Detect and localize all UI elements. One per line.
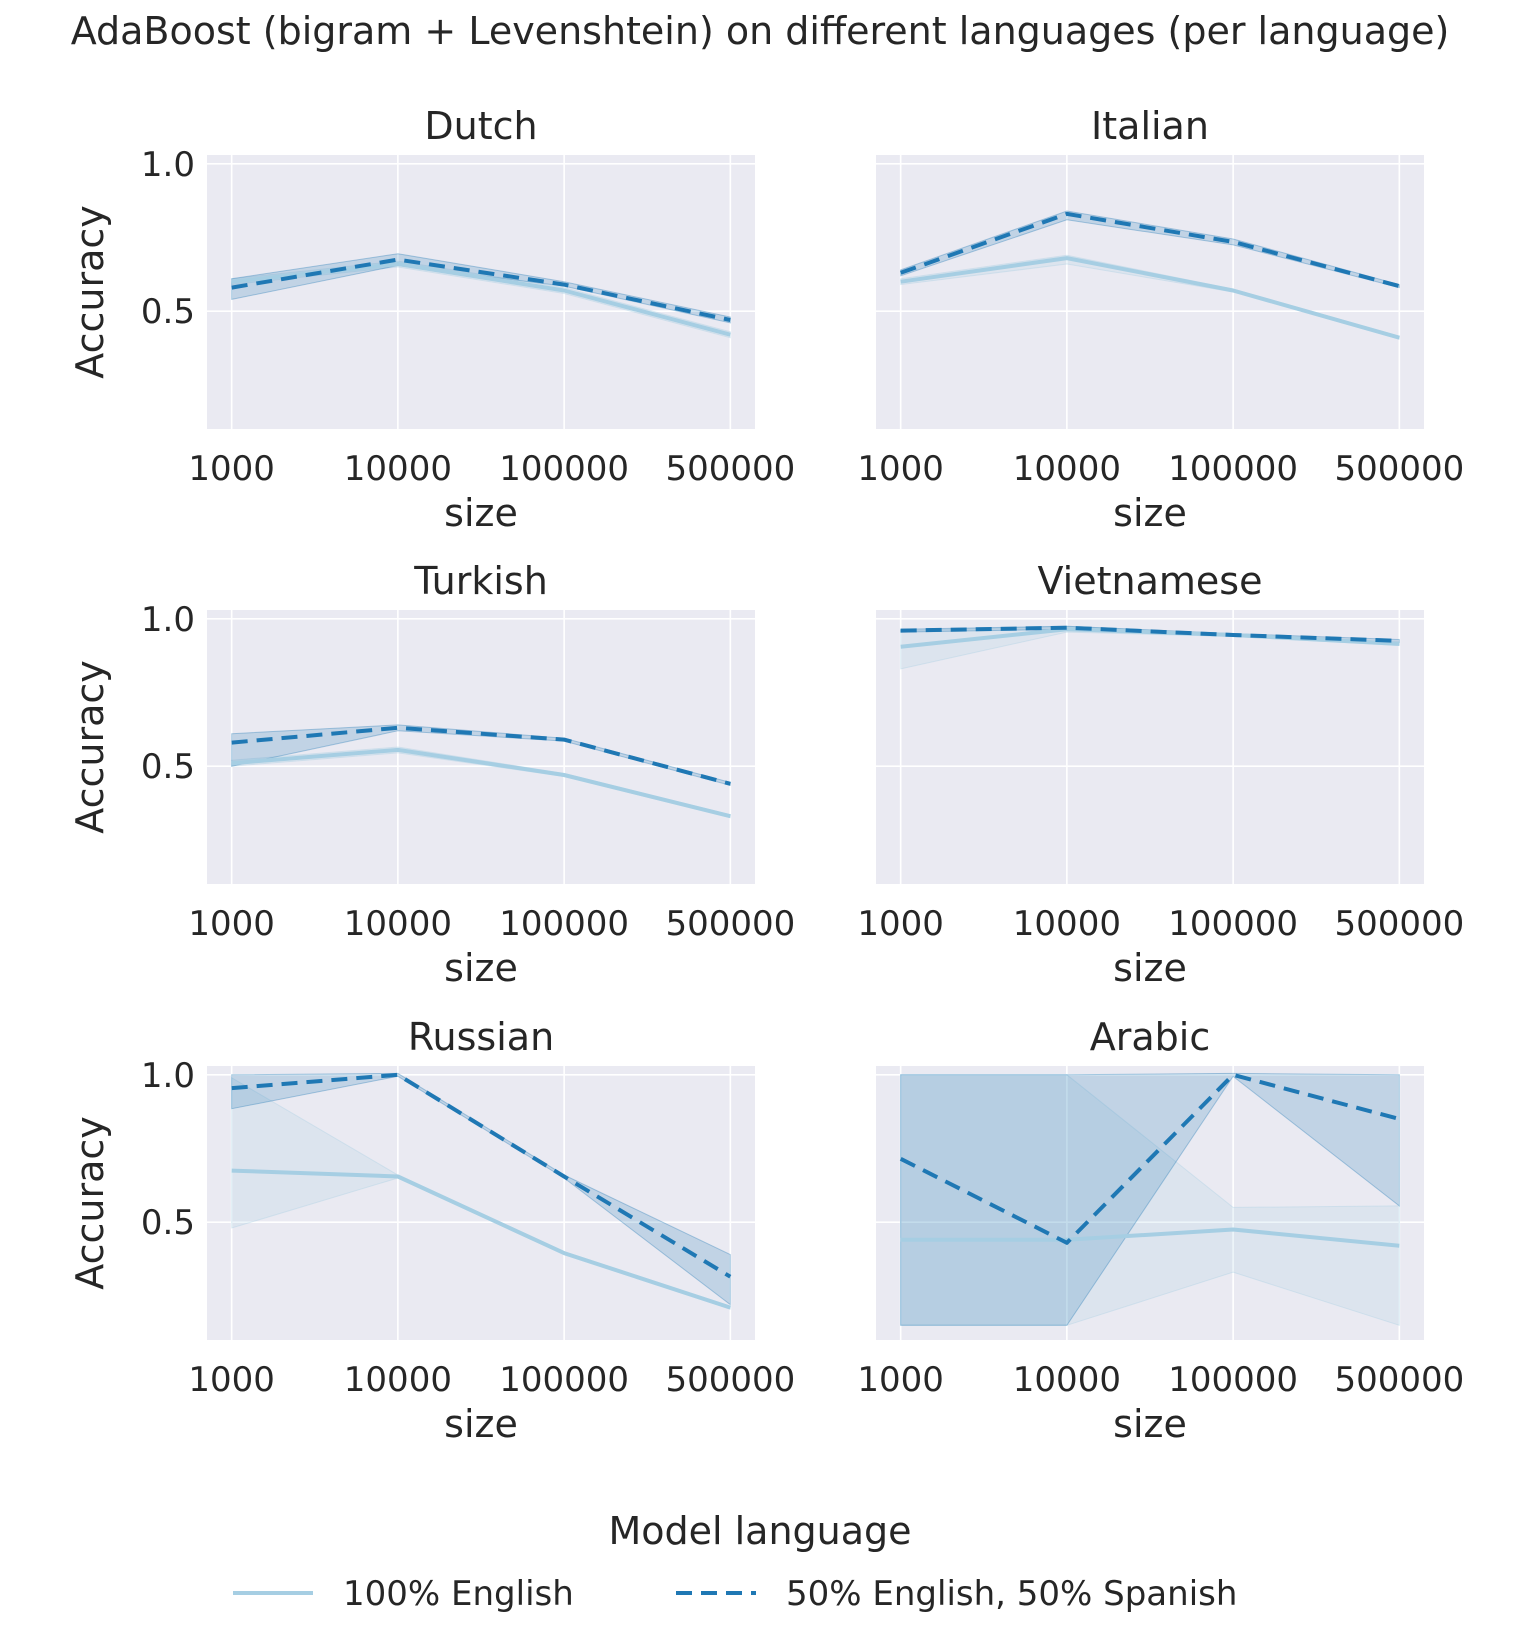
subplot-title: Vietnamese xyxy=(1038,559,1263,603)
series-line-1 xyxy=(900,256,1400,340)
legend-title: Model language xyxy=(608,1509,911,1553)
figure-suptitle: AdaBoost (bigram + Levenshtein) on diffe… xyxy=(71,9,1450,53)
y-tick-label: 1.0 xyxy=(141,145,195,185)
x-axis-label: size xyxy=(1113,946,1187,990)
legend-label: 100% English xyxy=(343,1574,574,1614)
series-line-1 xyxy=(231,747,731,819)
y-axis-label: Accuracy xyxy=(68,1116,112,1290)
x-tick-label: 1000 xyxy=(857,1360,944,1400)
x-tick-label: 1000 xyxy=(188,1360,275,1400)
confidence-band-1 xyxy=(900,254,1400,340)
x-axis-label: size xyxy=(1113,1402,1187,1446)
confidence-band-1 xyxy=(900,1074,1400,1326)
confidence-band-2 xyxy=(900,1072,1400,1326)
series-line-2 xyxy=(900,625,1400,643)
series-line-2 xyxy=(231,1072,732,1279)
series-line-2 xyxy=(899,1072,1400,1245)
confidence-band-2 xyxy=(231,253,731,324)
x-tick-label: 500000 xyxy=(1334,1360,1464,1400)
plot-area xyxy=(207,1066,755,1340)
legend-label: 50% English, 50% Spanish xyxy=(786,1574,1237,1614)
x-tick-label: 100000 xyxy=(1168,1360,1298,1400)
confidence-band-2 xyxy=(231,724,731,786)
legend-entries: 100% English 50% English, 50% Spanish xyxy=(233,1574,1237,1614)
subplot-vietnamese: Vietnamese 1000 10000 100000 500000 size xyxy=(857,559,1464,990)
x-tick-label: 500000 xyxy=(665,1360,795,1400)
x-tick-label: 100000 xyxy=(1168,904,1298,944)
x-tick-label: 100000 xyxy=(499,1360,629,1400)
x-tick-label: 10000 xyxy=(1013,1360,1121,1400)
legend: Model language 100% English 50% English, … xyxy=(233,1509,1237,1614)
x-tick-label: 10000 xyxy=(1013,449,1121,489)
subplot-title: Russian xyxy=(408,1015,554,1059)
plot-area xyxy=(876,155,1424,429)
subplot-turkish: Turkish 1000 10000 100000 500000 size 0.5 1.0 Ac… xyxy=(68,559,795,990)
x-tick-label: 10000 xyxy=(1013,904,1121,944)
y-axis-label: Accuracy xyxy=(68,660,112,834)
y-tick-label: 1.0 xyxy=(141,600,195,640)
series-line-2 xyxy=(231,725,731,786)
x-tick-label: 10000 xyxy=(344,449,452,489)
x-tick-label: 100000 xyxy=(499,449,629,489)
x-axis-label: size xyxy=(444,491,518,535)
x-tick-label: 500000 xyxy=(665,449,795,489)
x-axis-label: size xyxy=(444,1402,518,1446)
subplot-title: Arabic xyxy=(1090,1015,1210,1059)
plot-area xyxy=(876,610,1424,884)
series-line-2 xyxy=(231,257,731,322)
series-line-1 xyxy=(900,1227,1400,1248)
subplot-italian: Italian 1000 10000 100000 500000 size xyxy=(857,104,1464,535)
x-tick-label: 1000 xyxy=(188,904,275,944)
subplot-title: Italian xyxy=(1091,104,1209,148)
series-line-1 xyxy=(231,1168,731,1310)
x-tick-label: 1000 xyxy=(857,449,944,489)
y-axis-label: Accuracy xyxy=(68,205,112,379)
subplot-russian: Russian 1000 10000 100000 500000 size 0.5 1.0 Ac… xyxy=(68,1015,795,1446)
plot-area xyxy=(207,155,755,429)
series-line-2 xyxy=(900,211,1400,289)
x-tick-label: 500000 xyxy=(1334,904,1464,944)
subplot-title: Dutch xyxy=(424,104,537,148)
x-tick-label: 100000 xyxy=(1168,449,1298,489)
x-tick-label: 100000 xyxy=(499,904,629,944)
subplot-grid: Dutch 1000 10000 100000 500000 size 0.5 1.0 Accu… xyxy=(68,104,1464,1446)
y-tick-label: 0.5 xyxy=(141,292,195,332)
x-tick-label: 10000 xyxy=(344,1360,452,1400)
y-tick-label: 1.0 xyxy=(141,1056,195,1096)
subplot-dutch: Dutch 1000 10000 100000 500000 size 0.5 1.0 Accu… xyxy=(68,104,795,535)
plot-area xyxy=(207,610,755,884)
subplot-title: Turkish xyxy=(413,559,548,603)
y-tick-label: 0.5 xyxy=(141,747,195,787)
x-tick-label: 1000 xyxy=(857,904,944,944)
x-tick-label: 500000 xyxy=(665,904,795,944)
x-tick-label: 500000 xyxy=(1334,449,1464,489)
subplot-arabic: Arabic 1000 10000 100000 500000 size xyxy=(857,1015,1464,1446)
x-tick-label: 10000 xyxy=(344,904,452,944)
x-tick-label: 1000 xyxy=(188,449,275,489)
x-axis-label: size xyxy=(444,946,518,990)
x-axis-label: size xyxy=(1113,491,1187,535)
plot-area xyxy=(876,1066,1424,1340)
y-tick-label: 0.5 xyxy=(141,1203,195,1243)
